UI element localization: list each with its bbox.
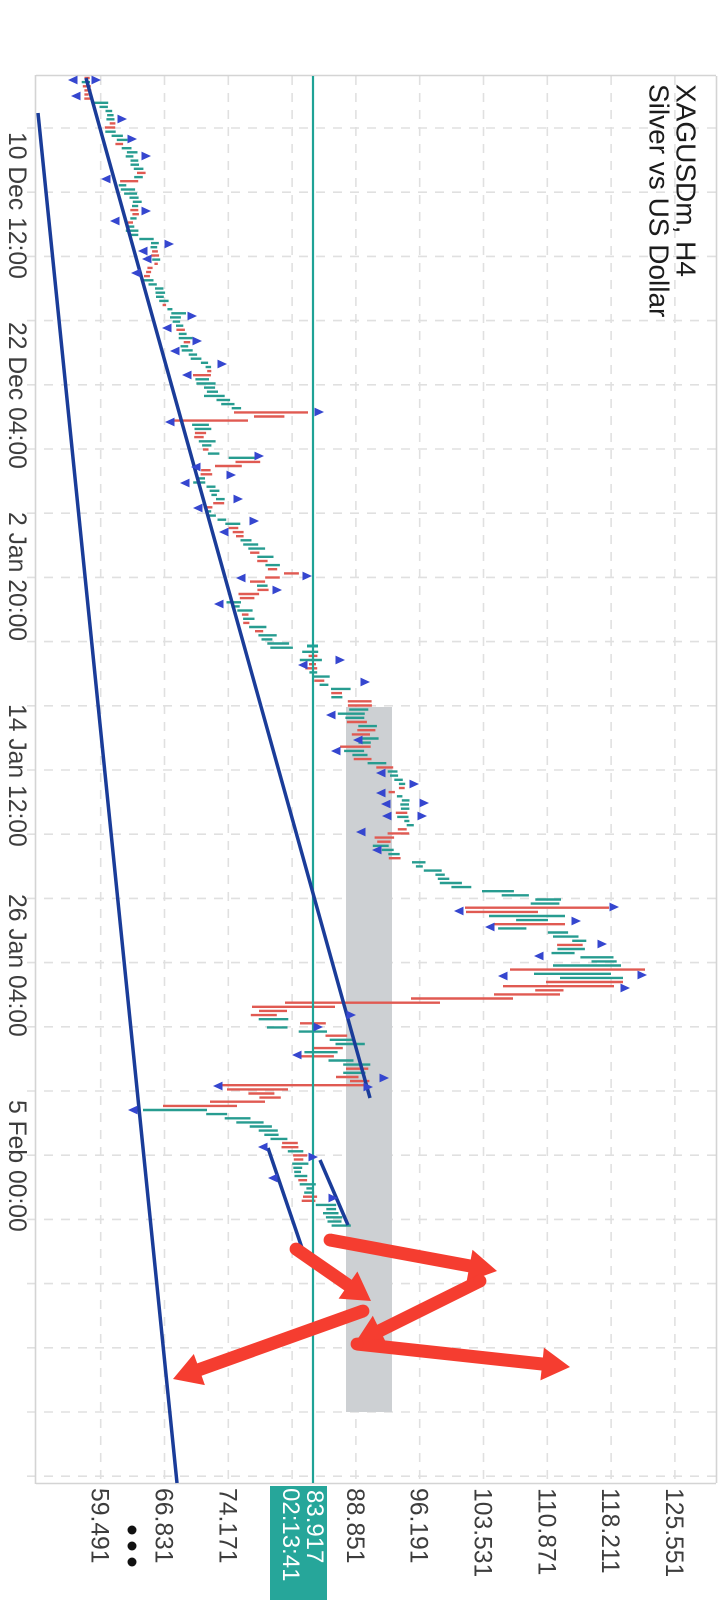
svg-text:2 Jan 20:00: 2 Jan 20:00 xyxy=(3,512,30,641)
svg-text:83.917: 83.917 xyxy=(301,1490,328,1563)
svg-text:66.831: 66.831 xyxy=(150,1488,177,1564)
svg-text:118.211: 118.211 xyxy=(596,1488,623,1574)
svg-text:26 Jan 04:00: 26 Jan 04:00 xyxy=(3,894,30,1037)
svg-text:74.171: 74.171 xyxy=(213,1488,240,1564)
svg-text:103.531: 103.531 xyxy=(469,1488,496,1577)
svg-text:14 Jan 12:00: 14 Jan 12:00 xyxy=(3,704,30,847)
svg-text:125.551: 125.551 xyxy=(660,1488,687,1577)
svg-text:10 Dec 12:00: 10 Dec 12:00 xyxy=(3,132,30,279)
svg-text:96.191: 96.191 xyxy=(405,1488,432,1564)
svg-text:88.851: 88.851 xyxy=(341,1488,368,1564)
svg-text:110.871: 110.871 xyxy=(532,1488,559,1575)
svg-text:59.491: 59.491 xyxy=(86,1488,113,1564)
svg-text:02:13:41: 02:13:41 xyxy=(277,1488,304,1581)
svg-text:5 Feb 00:00: 5 Feb 00:00 xyxy=(3,1100,30,1232)
svg-text:Silver vs US Dollar: Silver vs US Dollar xyxy=(644,84,675,317)
svg-text:XAGUSDm, H4: XAGUSDm, H4 xyxy=(671,84,702,277)
svg-text:22 Dec 04:00: 22 Dec 04:00 xyxy=(3,322,30,469)
